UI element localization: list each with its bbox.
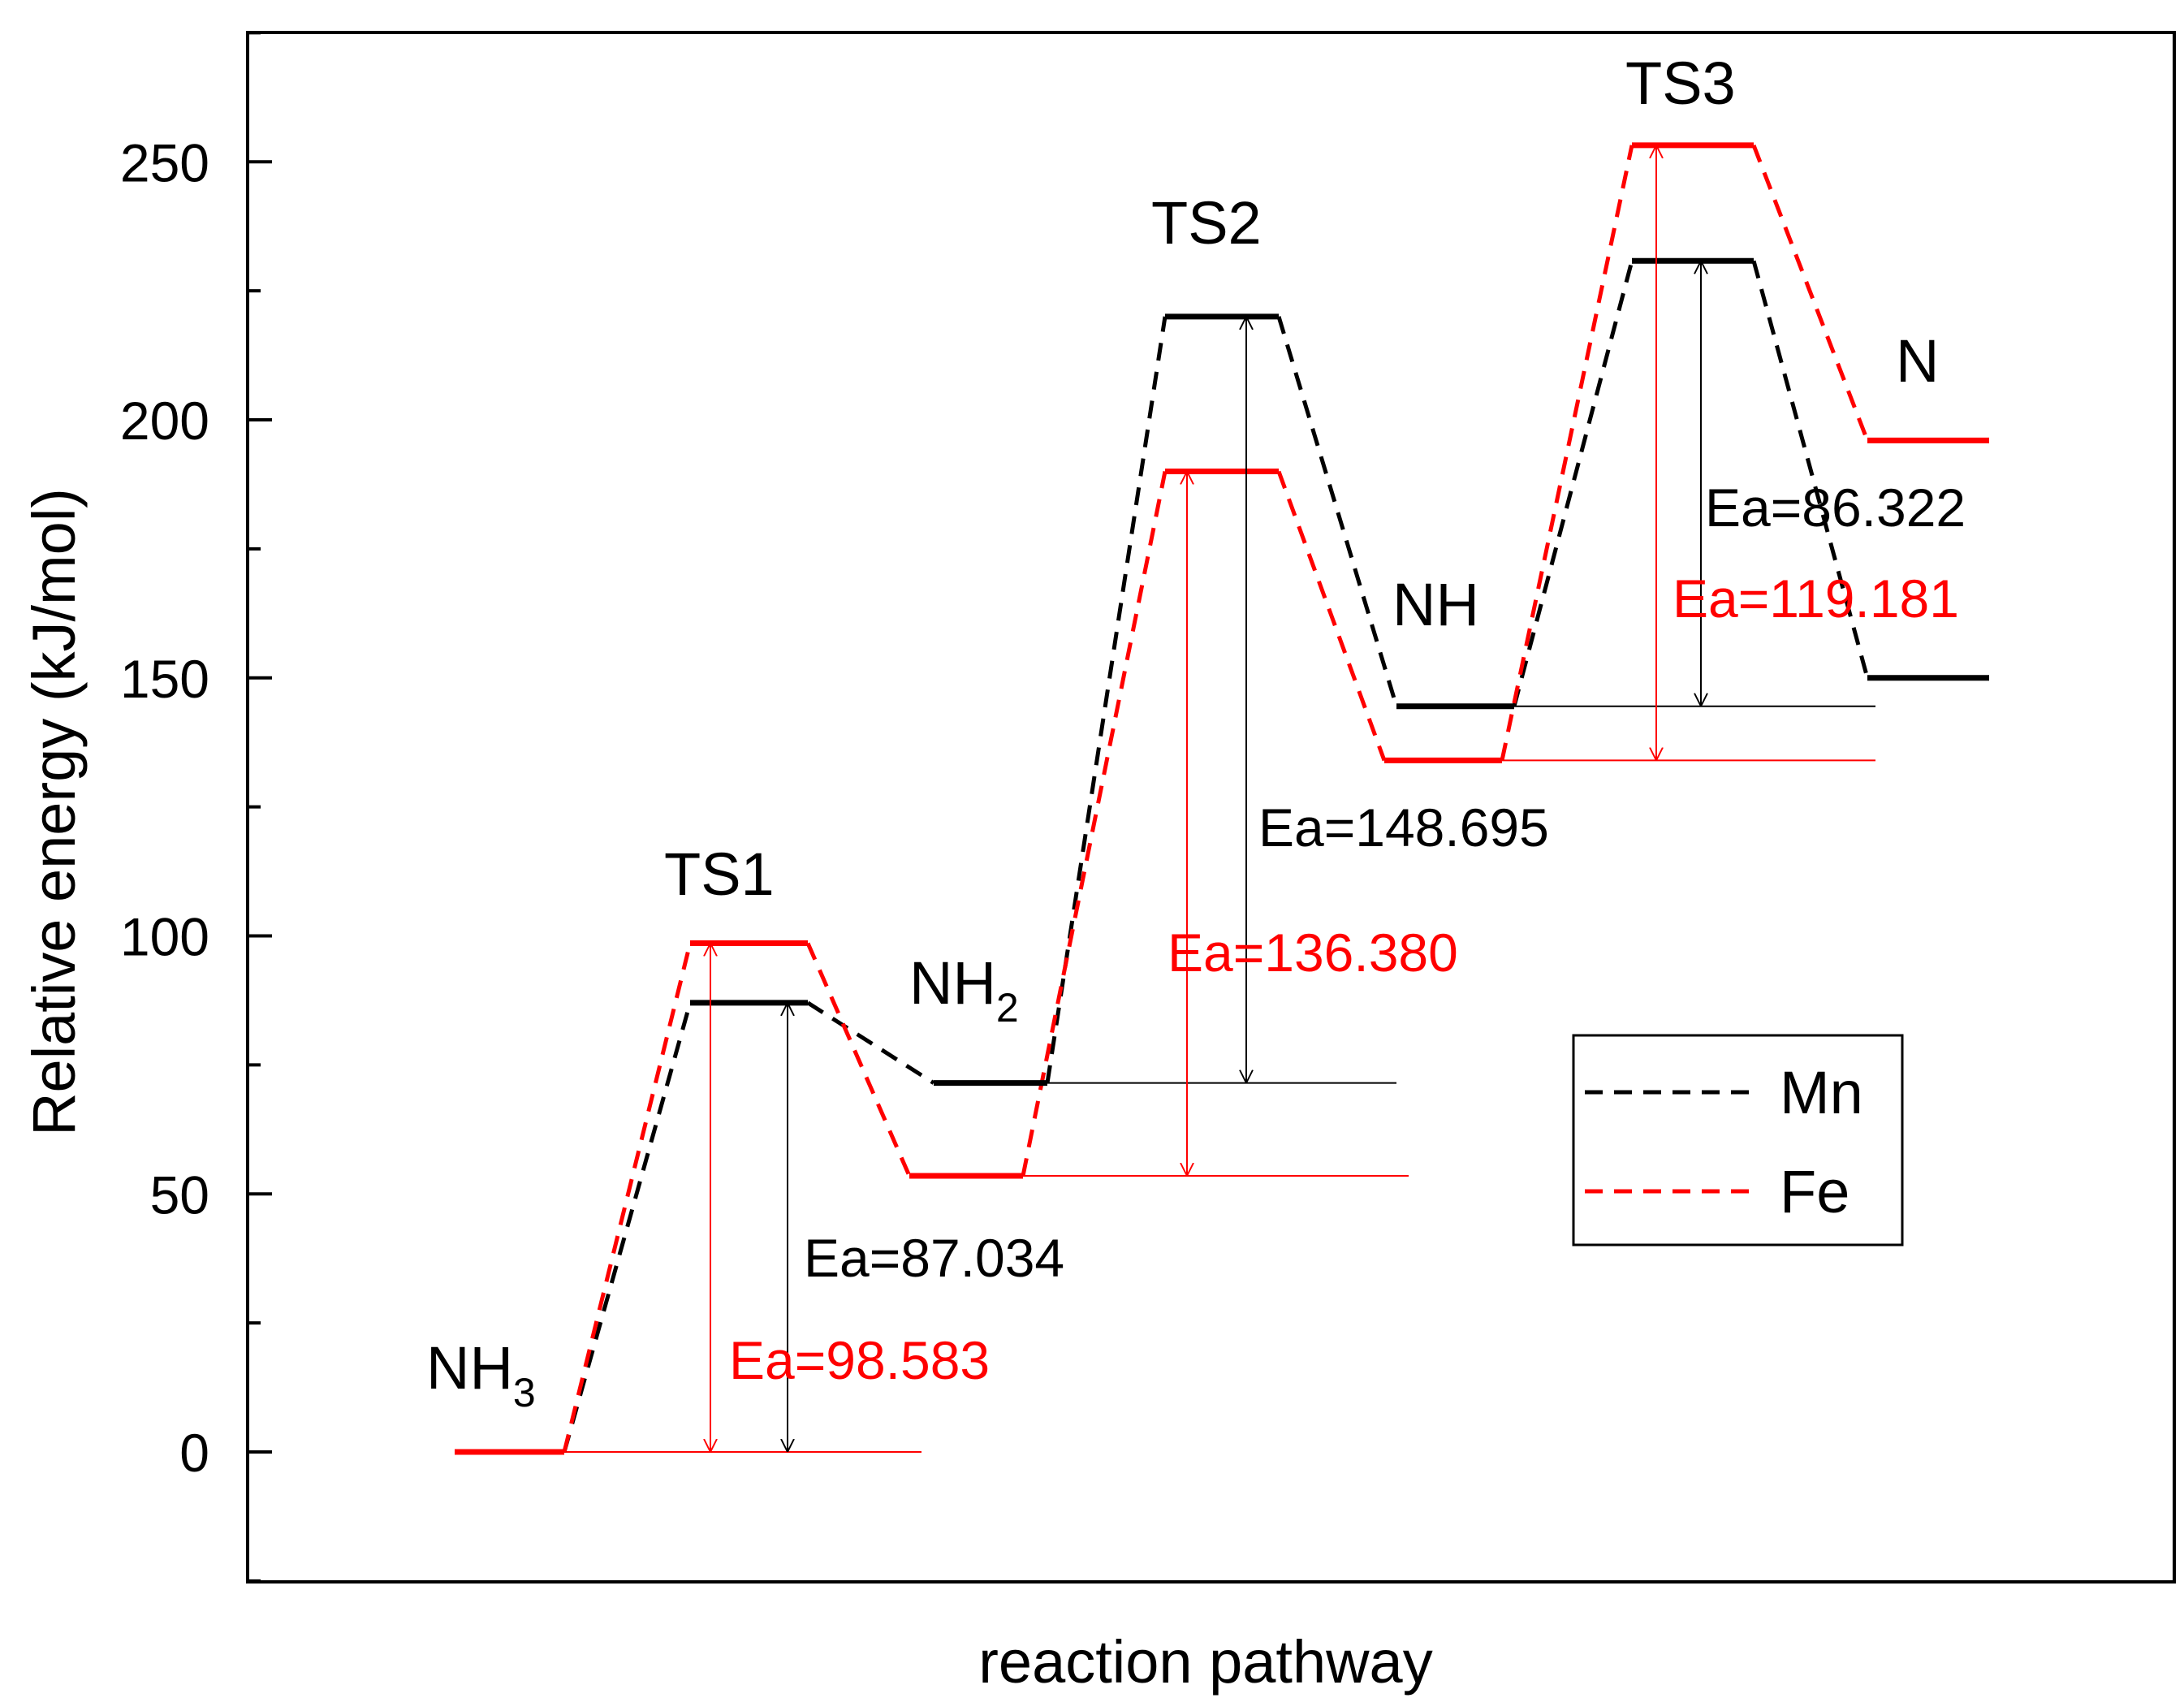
connector-mn	[562, 1002, 693, 1453]
legend-label-fe: Fe	[1780, 1158, 1849, 1225]
connector-fe	[805, 942, 912, 1177]
state-label-ts3: TS3	[1625, 50, 1736, 117]
y-tick-label: 250	[120, 132, 209, 192]
y-tick-label: 50	[150, 1164, 209, 1225]
state-label-ts2: TS2	[1151, 189, 1262, 257]
legend-box	[1572, 1034, 1904, 1246]
text-group: Relative energy (kJ/mol) reaction pathwa…	[20, 50, 1966, 1696]
connector-mn	[1512, 260, 1634, 707]
y-tick-label: 0	[179, 1423, 209, 1483]
y-tick-label: 200	[120, 391, 209, 451]
state-label-nh: NH	[1392, 571, 1479, 638]
y-tick-label: 150	[120, 649, 209, 709]
connector-fe	[1276, 470, 1387, 762]
legend: Mn Fe	[1572, 1034, 1904, 1246]
legend-label-mn: Mn	[1780, 1059, 1863, 1126]
state-label-ts1: TS1	[664, 840, 775, 908]
ea-label-fe: Ea=98.583	[729, 1330, 990, 1390]
connector-mn	[806, 1000, 935, 1085]
connector-mn	[1751, 260, 1870, 679]
axes-group: 0 50 100 150 200 250	[120, 31, 2176, 1584]
connector-fe	[1751, 145, 1870, 442]
connector-mn	[1276, 316, 1399, 707]
energy-levels-group	[455, 142, 1989, 1455]
state-label-nh2: NH2	[909, 949, 1019, 1030]
ea-label-mn: Ea=148.695	[1258, 797, 1549, 858]
connector-fe	[1500, 145, 1634, 761]
ea-label-fe: Ea=136.380	[1168, 922, 1458, 983]
guide-lines-group	[564, 705, 1875, 1453]
ea-label-mn: Ea=87.034	[804, 1228, 1064, 1288]
connectors-group	[562, 145, 1870, 1453]
connector-mn	[1045, 316, 1168, 1083]
ea-label-fe: Ea=119.181	[1673, 568, 1959, 629]
connector-fe	[562, 942, 693, 1453]
state-label-nh3: NH3	[426, 1334, 536, 1415]
x-axis-title: reaction pathway	[978, 1628, 1432, 1696]
y-axis-title: Relative energy (kJ/mol)	[20, 488, 88, 1136]
state-label-n: N	[1896, 327, 1939, 395]
y-tick-label: 100	[120, 907, 209, 967]
plot-frame	[246, 31, 2176, 1584]
barrier-arrows-group	[710, 145, 1701, 1452]
ea-label-mn: Ea=86.322	[1705, 477, 1966, 538]
connector-fe	[1021, 471, 1168, 1177]
